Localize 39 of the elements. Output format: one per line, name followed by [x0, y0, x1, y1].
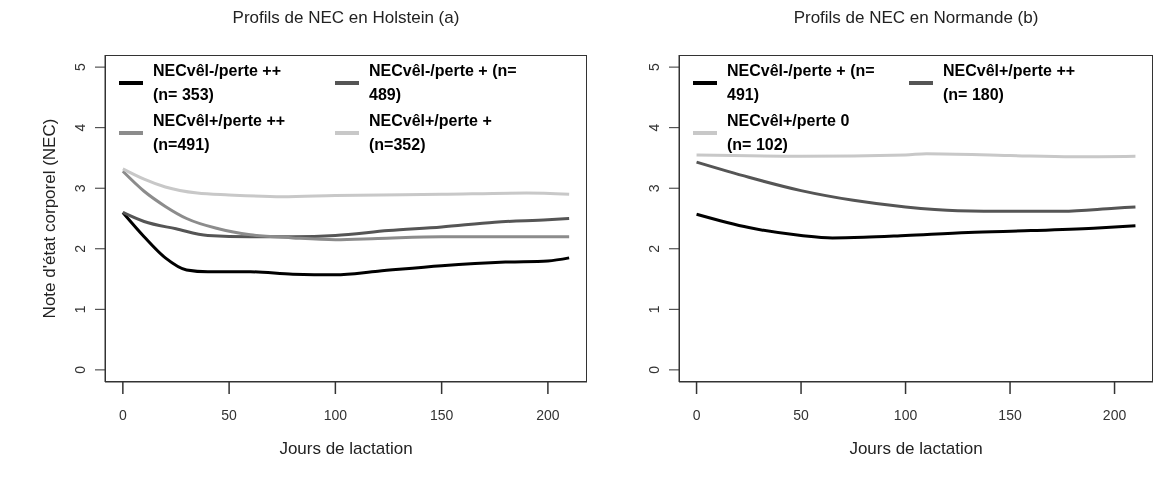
- line-series: [695, 160, 1137, 213]
- y-tick-label: 1: [646, 305, 662, 314]
- line-series: [121, 169, 571, 242]
- y-tick-label: 4: [646, 123, 662, 132]
- y-tick-label: 0: [646, 365, 662, 374]
- x-axis-title: Jours de lactation: [849, 439, 983, 458]
- line-series: [121, 167, 571, 199]
- x-tick-label: 0: [118, 406, 127, 423]
- x-tick-label: 150: [429, 406, 454, 423]
- y-tick-label: 3: [72, 184, 88, 193]
- legend-label: NECvêl-/perte + (n= 491): [727, 61, 876, 105]
- y-tick-label: 2: [72, 244, 88, 253]
- x-tick-label: 50: [793, 406, 810, 423]
- y-axis-title: Note d'état corporel (NEC): [40, 118, 60, 319]
- x-axis-title: Jours de lactation: [279, 439, 413, 458]
- x-tick-label: 100: [323, 406, 348, 423]
- x-tick-label: 100: [893, 406, 918, 423]
- legend-label: NECvêl+/perte ++ (n= 180): [943, 61, 1077, 105]
- line-series: [121, 210, 571, 239]
- line-series: [695, 212, 1137, 240]
- x-tick-label: 200: [1102, 406, 1127, 423]
- y-tick-label: 0: [72, 365, 88, 374]
- y-tick-label: 5: [646, 63, 662, 72]
- y-tick-label: 4: [72, 123, 88, 132]
- y-tick-label: 5: [72, 63, 88, 72]
- x-tick-label: 50: [221, 406, 238, 423]
- x-tick-label: 200: [536, 406, 560, 423]
- x-tick-label: 0: [692, 406, 701, 423]
- y-tick-label: 2: [646, 244, 662, 253]
- legend-label: NECvêl+/perte + (n=352): [369, 111, 493, 155]
- chart-title: Profils de NEC en Normande (b): [792, 8, 1040, 28]
- x-tick-label: 150: [998, 406, 1022, 423]
- legend-label: NECvêl+/perte 0 (n= 102): [727, 111, 851, 155]
- y-tick-label: 3: [646, 184, 662, 193]
- chart-title: Profils de NEC en Holstein (a): [231, 8, 461, 28]
- legend-label: NECvêl-/perte ++ (n= 353): [153, 61, 283, 105]
- legend-label: NECvêl+/perte ++ (n=491): [153, 111, 287, 155]
- legend-label: NECvêl-/perte + (n= 489): [369, 61, 518, 105]
- y-tick-label: 1: [72, 305, 88, 314]
